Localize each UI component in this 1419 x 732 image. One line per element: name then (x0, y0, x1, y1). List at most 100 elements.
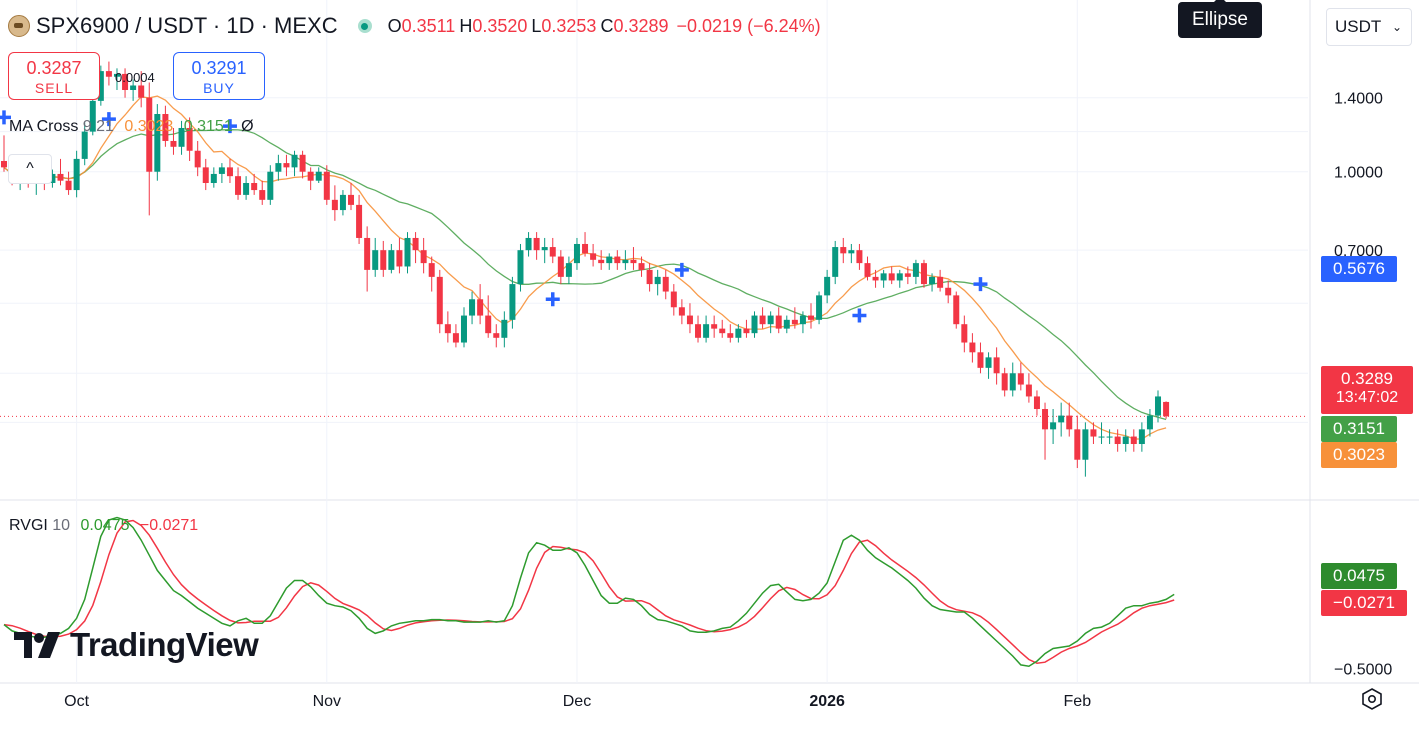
candle-body (695, 324, 702, 338)
candle (396, 237, 403, 274)
buy-button[interactable]: 0.3291 BUY (173, 52, 265, 100)
candle (1098, 422, 1105, 445)
rvgi-legend[interactable]: RVGI 10 0.0475 −0.0271 (9, 517, 198, 535)
candle (364, 226, 371, 292)
rvgi-value-badge: 0.0475 (1321, 563, 1397, 589)
open-value: 0.3511 (401, 15, 456, 36)
candle (646, 263, 653, 292)
candle-body (727, 333, 734, 338)
candle (323, 165, 330, 205)
sell-button[interactable]: 0.3287 SELL (8, 52, 100, 100)
candle-body (218, 167, 225, 174)
candle-body (485, 315, 492, 334)
low-value: 0.3253 (541, 15, 597, 36)
currency-value: USDT (1335, 17, 1382, 36)
high-value: 0.3520 (472, 15, 528, 36)
candle-body (226, 167, 233, 177)
candle (985, 352, 992, 379)
drawing-tool-tooltip: Ellipse (1178, 0, 1262, 38)
candle-body (824, 276, 831, 296)
ma-slow-value: 0.3151 (183, 118, 233, 135)
candle (162, 105, 169, 147)
candle (210, 167, 217, 188)
candle (929, 273, 936, 292)
candle-body (283, 163, 290, 168)
candle (840, 237, 847, 264)
candle (444, 311, 451, 343)
candle-body (993, 357, 1000, 374)
currency-select[interactable]: USDT ⌄ (1326, 8, 1412, 46)
candle (460, 307, 467, 348)
candle-body (888, 273, 895, 281)
candle-body (122, 73, 129, 90)
candle-body (356, 204, 363, 238)
candle-body (372, 250, 379, 270)
rvgi-params: 10 (52, 517, 71, 534)
candle (549, 237, 556, 264)
collapse-legend-button[interactable]: ^ (8, 154, 52, 184)
candle-body (1058, 415, 1065, 423)
candle (517, 243, 524, 292)
candle (477, 284, 484, 325)
candle (339, 190, 346, 216)
candle-body (428, 263, 435, 277)
candle (299, 150, 306, 179)
ma-fast-badge: 0.3023 (1321, 442, 1397, 468)
candle-body (307, 171, 314, 181)
candle (226, 158, 233, 184)
candle-body (339, 194, 346, 211)
candle-body (444, 324, 451, 334)
candle-body (65, 180, 72, 191)
candle-body (557, 256, 564, 277)
rvgi-name: RVGI (9, 517, 48, 534)
candle-body (1033, 396, 1040, 410)
candle-body (985, 357, 992, 368)
tradingview-logo[interactable]: TradingView (14, 626, 259, 664)
ma-cross-markers (0, 110, 988, 323)
candle (1025, 373, 1032, 403)
candle-body (937, 276, 944, 288)
ma-cross-params: 9 21 (82, 118, 114, 135)
candle (1042, 402, 1049, 460)
ma-slow-high-badge: 0.5676 (1321, 256, 1397, 282)
ma-cross-marker-icon (545, 292, 560, 307)
candle (864, 256, 871, 281)
chart-grid (0, 0, 1419, 684)
time-tick-label: 2026 (809, 693, 845, 710)
candle-body (598, 259, 605, 264)
candle-body (493, 333, 500, 338)
candle (372, 237, 379, 277)
candle (1074, 415, 1081, 469)
candle-body (929, 276, 936, 285)
candle-body (517, 250, 524, 285)
price-tick-label: 1.4000 (1334, 91, 1383, 108)
ma-cross-legend[interactable]: MA Cross 9 21 0.3023 0.3151 Ø (9, 118, 254, 136)
candle-body (961, 324, 968, 343)
candle-body (404, 237, 411, 267)
candle (775, 307, 782, 334)
chart-settings-gear-icon[interactable] (1360, 688, 1384, 712)
candle (275, 154, 282, 181)
candle-body (323, 171, 330, 200)
candle (590, 243, 597, 267)
candle (1033, 390, 1040, 416)
candle (856, 243, 863, 270)
candle (412, 232, 419, 264)
candle-body (130, 85, 137, 90)
candle (848, 243, 855, 264)
symbol-title[interactable]: SPX6900 / USDT · 1D · MEXC (36, 13, 338, 38)
candle-body (291, 154, 298, 168)
candle (485, 295, 492, 338)
candle (832, 240, 839, 285)
candle-body (848, 250, 855, 254)
market-status-icon[interactable] (357, 19, 372, 33)
candle-body (775, 315, 782, 329)
candle-body (420, 250, 427, 264)
candle-body (243, 183, 250, 195)
candle-body (662, 276, 669, 292)
candle-body (331, 199, 338, 211)
candle (49, 169, 56, 188)
candle (291, 150, 298, 177)
candle-body (864, 263, 871, 277)
